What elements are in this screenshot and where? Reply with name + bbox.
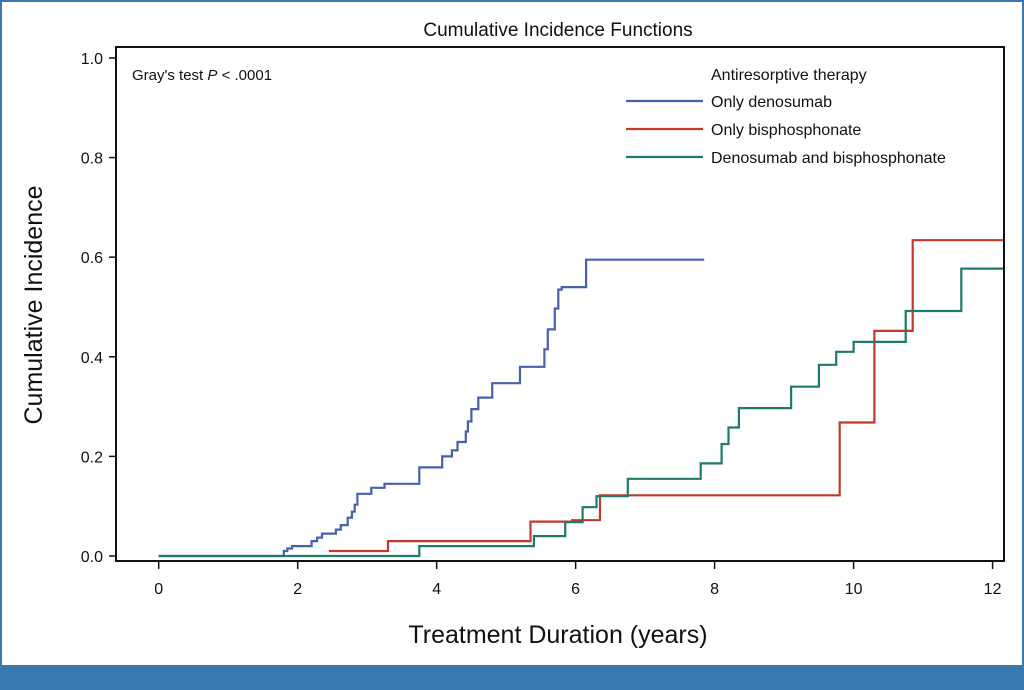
series-line-0	[158, 258, 705, 558]
series-layer	[158, 239, 1003, 558]
x-tick-label: 6	[571, 581, 580, 598]
y-tick-label: 0.0	[81, 549, 103, 566]
figure-frame	[0, 0, 1024, 665]
series-line-1	[328, 239, 1003, 553]
y-tick-label: 0.6	[81, 250, 103, 267]
annotation-grays-test: Gray's test P < .0001	[132, 67, 272, 84]
y-tick-label: 0.4	[81, 350, 103, 367]
legend-label: Only denosumab	[711, 94, 832, 111]
x-tick-label: 12	[984, 581, 1002, 598]
annotation-suffix: < .0001	[217, 67, 272, 84]
chart-title: Cumulative Incidence Functions	[423, 20, 692, 41]
legend-items: Only denosumab Only bisphosphonate Denosum…	[626, 94, 946, 167]
legend-label: Only bisphosphonate	[711, 122, 861, 139]
annotation-p-italic: P	[207, 67, 217, 84]
legend: Antiresorptive therapy Only denosumabOnl…	[626, 67, 946, 167]
x-tick-label: 10	[845, 581, 863, 598]
legend-label: Denosumab and bisphosphonate	[711, 150, 946, 167]
plot-area-border	[115, 46, 1005, 562]
legend-title: Antiresorptive therapy	[711, 67, 867, 84]
x-tick-label: 0	[154, 581, 163, 598]
x-tick-label: 2	[293, 581, 302, 598]
x-axis-label: Treatment Duration (years)	[408, 621, 707, 649]
y-tick-label: 0.8	[81, 151, 103, 168]
y-axis-label: Cumulative Incidence	[20, 185, 48, 424]
series-line-2	[158, 267, 1003, 558]
x-tick-label: 4	[432, 581, 441, 598]
axis-layer: 0.0 0.2 0.4 0.6 0.8 1.0 0 2 4 6 8 10 12	[81, 51, 1002, 598]
cumulative-incidence-chart: Cumulative Incidence Functions 0.0 0.2 0.4…	[20, 20, 1005, 649]
y-tick-label: 0.2	[81, 449, 103, 466]
y-tick-label: 1.0	[81, 51, 103, 68]
annotation-prefix: Gray's test	[132, 67, 207, 84]
x-tick-label: 8	[710, 581, 719, 598]
bottom-color-bar	[0, 665, 1024, 690]
